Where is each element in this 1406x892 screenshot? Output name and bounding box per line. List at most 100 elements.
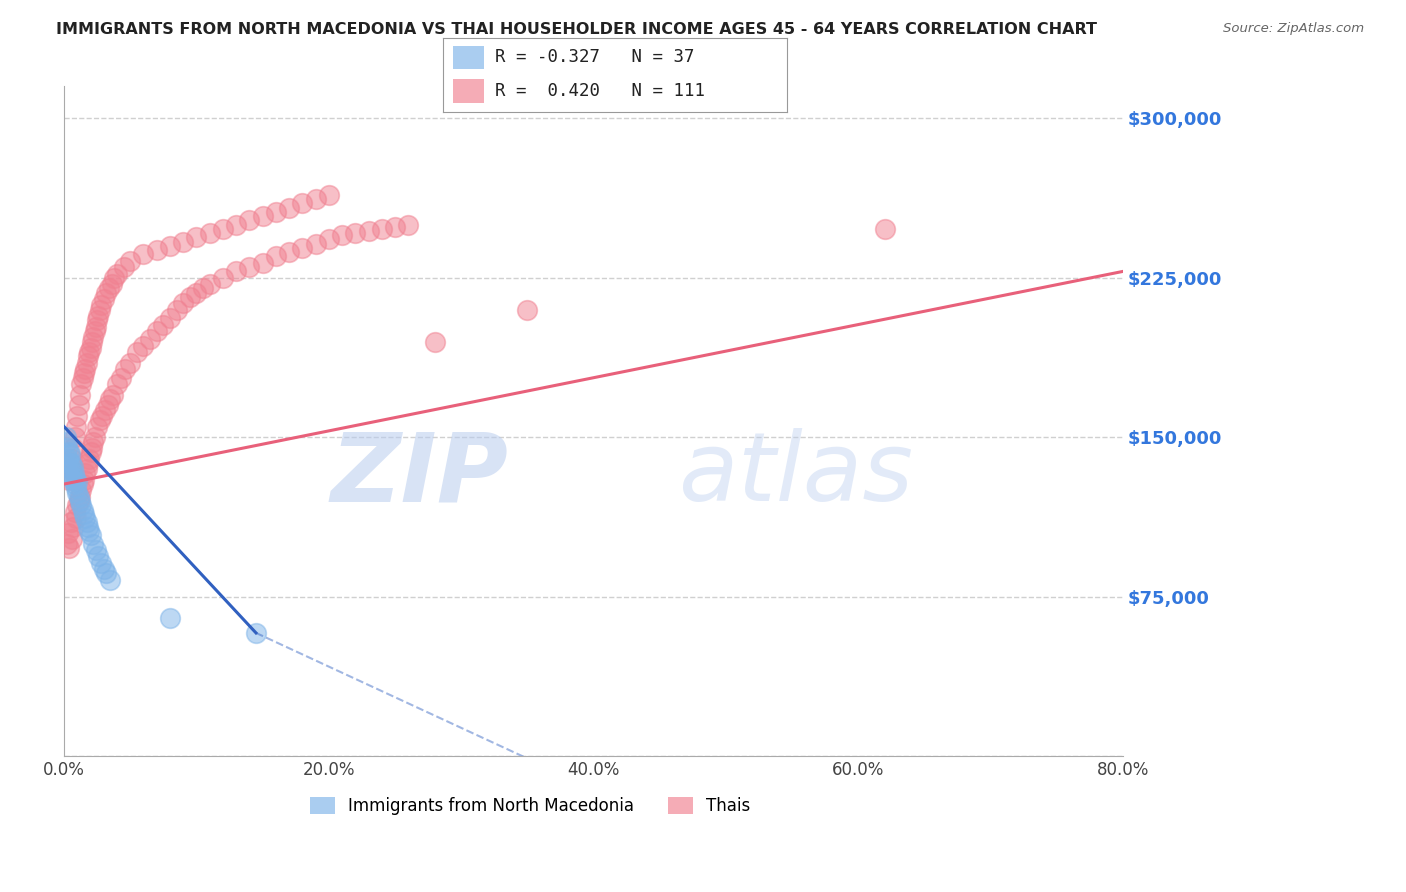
Point: [873, 222, 896, 236]
Point: [132, 339, 155, 353]
Point: [112, 260, 135, 274]
Point: [77, 345, 100, 359]
Point: [186, 285, 208, 300]
Point: [79, 445, 101, 459]
Point: [96, 566, 118, 581]
Text: ZIP: ZIP: [330, 428, 509, 522]
Point: [191, 281, 214, 295]
Point: [80, 441, 103, 455]
Point: [83, 430, 105, 444]
Point: [63, 467, 86, 481]
Point: [84, 319, 107, 334]
Point: [98, 281, 121, 295]
Point: [384, 219, 406, 234]
Point: [89, 302, 111, 317]
Point: [93, 292, 115, 306]
Point: [65, 471, 87, 485]
Point: [120, 356, 142, 370]
Point: [166, 302, 188, 317]
Point: [94, 402, 117, 417]
Point: [58, 541, 80, 555]
Point: [423, 334, 446, 349]
Point: [159, 311, 181, 326]
Point: [65, 481, 87, 495]
Point: [82, 330, 104, 344]
Point: [357, 224, 380, 238]
Point: [59, 516, 82, 530]
Point: [89, 413, 111, 427]
Point: [396, 218, 419, 232]
Point: [58, 456, 80, 470]
Point: [318, 232, 340, 246]
Point: [80, 334, 103, 349]
Point: [125, 345, 148, 359]
Point: [264, 204, 287, 219]
Point: [145, 324, 167, 338]
Point: [87, 549, 110, 564]
Point: [62, 473, 84, 487]
Point: [103, 270, 125, 285]
Point: [172, 235, 194, 249]
Point: [96, 285, 118, 300]
Point: [245, 626, 267, 640]
Point: [56, 434, 79, 449]
Point: [79, 528, 101, 542]
Point: [198, 226, 221, 240]
Point: [139, 333, 162, 347]
Point: [212, 222, 235, 236]
Text: atlas: atlas: [678, 428, 914, 522]
Point: [69, 494, 91, 508]
Point: [76, 356, 98, 370]
Point: [63, 477, 86, 491]
Point: [87, 309, 110, 323]
Point: [56, 525, 79, 540]
Point: [93, 562, 115, 576]
Point: [65, 419, 87, 434]
Point: [97, 398, 120, 412]
Point: [72, 477, 94, 491]
Point: [100, 277, 122, 292]
Point: [152, 318, 174, 332]
Point: [179, 290, 201, 304]
Point: [67, 490, 90, 504]
Point: [172, 296, 194, 310]
Point: [59, 462, 82, 476]
Point: [65, 511, 87, 525]
Point: [82, 434, 104, 449]
Point: [304, 236, 326, 251]
Point: [73, 507, 96, 521]
Point: [90, 298, 112, 312]
Point: [72, 370, 94, 384]
Point: [238, 260, 260, 274]
Point: [76, 462, 98, 476]
Point: [100, 392, 122, 406]
Point: [371, 222, 394, 236]
Point: [62, 441, 84, 455]
Point: [55, 536, 77, 550]
Bar: [453, 79, 484, 103]
Text: Source: ZipAtlas.com: Source: ZipAtlas.com: [1223, 22, 1364, 36]
Point: [62, 460, 84, 475]
Point: [77, 350, 100, 364]
Point: [58, 445, 80, 459]
Point: [86, 313, 108, 327]
Point: [66, 485, 89, 500]
Point: [186, 230, 208, 244]
Point: [212, 270, 235, 285]
Point: [252, 256, 274, 270]
Point: [291, 196, 314, 211]
Point: [304, 192, 326, 206]
Point: [344, 226, 367, 240]
Point: [91, 409, 114, 423]
Point: [100, 573, 122, 587]
Point: [83, 324, 105, 338]
Point: [120, 253, 142, 268]
Point: [278, 245, 301, 260]
Point: [60, 456, 83, 470]
Point: [69, 490, 91, 504]
Point: [516, 302, 538, 317]
Point: [75, 511, 97, 525]
Point: [75, 362, 97, 376]
Point: [75, 467, 97, 481]
Point: [105, 377, 128, 392]
